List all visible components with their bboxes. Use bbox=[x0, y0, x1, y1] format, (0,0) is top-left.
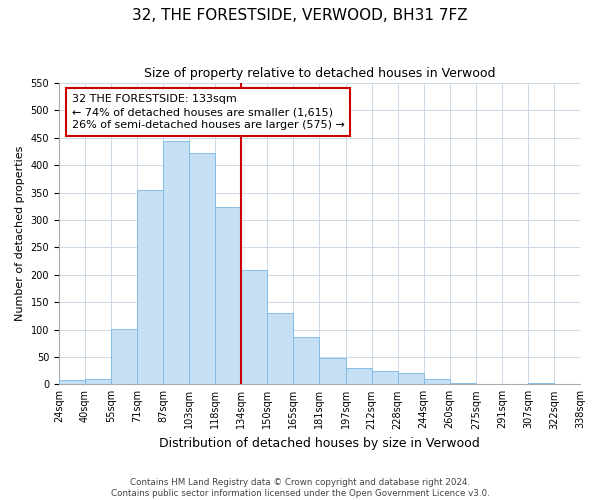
Bar bbox=[371, 370, 398, 384]
Bar bbox=[241, 270, 268, 384]
Y-axis label: Number of detached properties: Number of detached properties bbox=[15, 146, 25, 322]
Bar bbox=[293, 337, 319, 384]
Bar bbox=[163, 140, 189, 384]
Bar bbox=[319, 358, 346, 384]
Text: 32 THE FORESTSIDE: 133sqm
← 74% of detached houses are smaller (1,615)
26% of se: 32 THE FORESTSIDE: 133sqm ← 74% of detac… bbox=[72, 94, 345, 130]
Bar bbox=[189, 152, 215, 384]
Bar bbox=[424, 380, 450, 384]
Bar bbox=[346, 368, 371, 384]
X-axis label: Distribution of detached houses by size in Verwood: Distribution of detached houses by size … bbox=[159, 437, 480, 450]
Bar bbox=[59, 380, 85, 384]
Text: 32, THE FORESTSIDE, VERWOOD, BH31 7FZ: 32, THE FORESTSIDE, VERWOOD, BH31 7FZ bbox=[132, 8, 468, 22]
Bar bbox=[137, 190, 163, 384]
Text: Contains HM Land Registry data © Crown copyright and database right 2024.
Contai: Contains HM Land Registry data © Crown c… bbox=[110, 478, 490, 498]
Bar bbox=[398, 374, 424, 384]
Bar bbox=[450, 383, 476, 384]
Bar bbox=[268, 313, 293, 384]
Bar bbox=[111, 329, 137, 384]
Bar bbox=[528, 383, 554, 384]
Title: Size of property relative to detached houses in Verwood: Size of property relative to detached ho… bbox=[144, 68, 495, 80]
Bar bbox=[215, 208, 241, 384]
Bar bbox=[85, 379, 111, 384]
